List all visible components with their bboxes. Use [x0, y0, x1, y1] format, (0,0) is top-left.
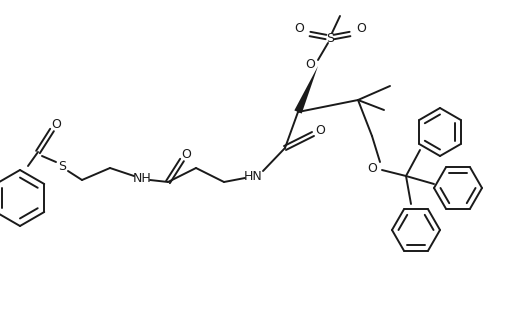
Text: O: O — [305, 59, 315, 72]
Text: NH: NH — [133, 171, 151, 184]
Text: O: O — [181, 148, 191, 161]
Text: O: O — [51, 118, 61, 131]
Text: O: O — [367, 161, 377, 175]
Text: HN: HN — [244, 169, 262, 182]
Polygon shape — [294, 66, 318, 114]
Text: O: O — [315, 123, 325, 136]
Text: S: S — [326, 31, 334, 44]
Text: O: O — [356, 22, 366, 36]
Text: S: S — [58, 159, 66, 172]
Text: O: O — [294, 22, 304, 36]
